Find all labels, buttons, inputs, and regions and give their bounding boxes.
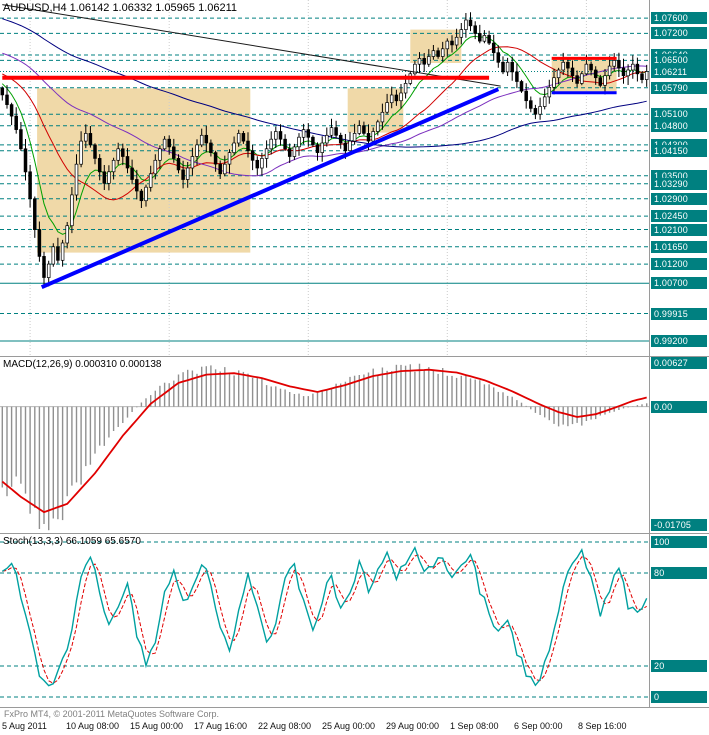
stochastic-indicator-panel: Stoch(13,3,3) 66.1059 65.6570 100 80 20 0	[0, 534, 709, 708]
time-label: 1 Sep 08:00	[450, 721, 499, 731]
analysis-lines[interactable]	[2, 4, 617, 290]
macd-indicator-panel: MACD(12,26,9) 0.000310 0.000138 0.00627 0…	[0, 357, 709, 534]
macd-histogram	[1, 363, 648, 531]
candlestick-series	[0, 12, 649, 287]
stochastic-main-line	[1, 546, 648, 687]
time-label: 29 Aug 00:00	[386, 721, 440, 731]
time-label: 5 Aug 2011	[2, 721, 47, 731]
price-scale-label: 1.02100	[651, 223, 707, 236]
ma-line-50	[2, 52, 647, 177]
macd-scale-label: 0.00627	[651, 357, 707, 369]
time-label: 10 Aug 08:00	[66, 721, 120, 731]
price-scale-label: 1.04800	[651, 119, 707, 132]
chart-title: AUDUSD,H4 1.06142 1.06332 1.05965 1.0621…	[3, 2, 238, 14]
stochastic-signal-line	[2, 554, 647, 684]
price-scale-label: 1.02450	[651, 210, 707, 223]
stochastic-level-lines	[0, 541, 649, 698]
price-scale-label: 1.07200	[651, 27, 707, 40]
stochastic-label: Stoch(13,3,3) 66.1059 65.6570	[3, 536, 141, 547]
price-scale-label: 1.00700	[651, 277, 707, 290]
macd-plot[interactable]	[0, 357, 649, 533]
price-scale-label: 0.99915	[651, 307, 707, 320]
macd-label: MACD(12,26,9) 0.000310 0.000138	[3, 359, 162, 370]
descending-resistance-trendline	[2, 4, 501, 87]
price-chart-panel: AUDUSD,H4 1.06142 1.06332 1.05965 1.0621…	[0, 0, 709, 357]
price-scale[interactable]: 1.076001.072001.066401.065001.057901.051…	[649, 0, 709, 356]
ascending-support-trendline	[40, 87, 500, 290]
price-scale-label: 1.03290	[651, 177, 707, 190]
macd-scale-label: 0.00	[651, 400, 707, 413]
time-label: 17 Aug 16:00	[194, 721, 248, 731]
price-scale-label: 1.01200	[651, 258, 707, 271]
copyright-text: FxPro MT4, © 2001-2011 MetaQuotes Softwa…	[4, 709, 220, 719]
macd-signal-line	[1, 368, 647, 514]
stochastic-scale-label: 80	[651, 567, 707, 579]
time-axis[interactable]: FxPro MT4, © 2001-2011 MetaQuotes Softwa…	[0, 708, 709, 735]
price-chart-plot[interactable]	[0, 0, 649, 356]
macd-scale[interactable]: 0.00627 0.00 -0.01705	[649, 357, 709, 533]
price-scale-label: 0.99200	[651, 335, 707, 347]
stochastic-scale-label: 0	[651, 691, 707, 703]
time-label: 22 Aug 08:00	[258, 721, 312, 731]
stochastic-scale-label: 100	[651, 536, 707, 548]
ma-line-100	[2, 18, 647, 148]
highlight-zone	[37, 88, 251, 253]
price-scale-label: 1.05100	[651, 108, 707, 121]
price-scale-label: 1.02900	[651, 192, 707, 205]
price-scale-label: 1.07600	[651, 12, 707, 25]
price-scale-label: 1.05790	[651, 81, 707, 94]
stochastic-scale[interactable]: 100 80 20 0	[649, 534, 709, 707]
time-label: 25 Aug 00:00	[322, 721, 376, 731]
stochastic-scale-label: 20	[651, 660, 707, 672]
time-label: 8 Sep 16:00	[578, 721, 627, 731]
ma-line-20	[2, 46, 647, 201]
price-scale-label: 1.01650	[651, 240, 707, 253]
price-scale-label: 1.04150	[651, 144, 707, 157]
current-price-label: 1.06211	[651, 65, 707, 78]
time-label: 15 Aug 00:00	[130, 721, 184, 731]
price-scale-label: 1.06500	[651, 54, 707, 67]
macd-scale-label: -0.01705	[651, 519, 707, 531]
highlight-zone	[410, 29, 462, 64]
time-label: 6 Sep 00:00	[514, 721, 563, 731]
stochastic-plot[interactable]	[0, 534, 649, 707]
